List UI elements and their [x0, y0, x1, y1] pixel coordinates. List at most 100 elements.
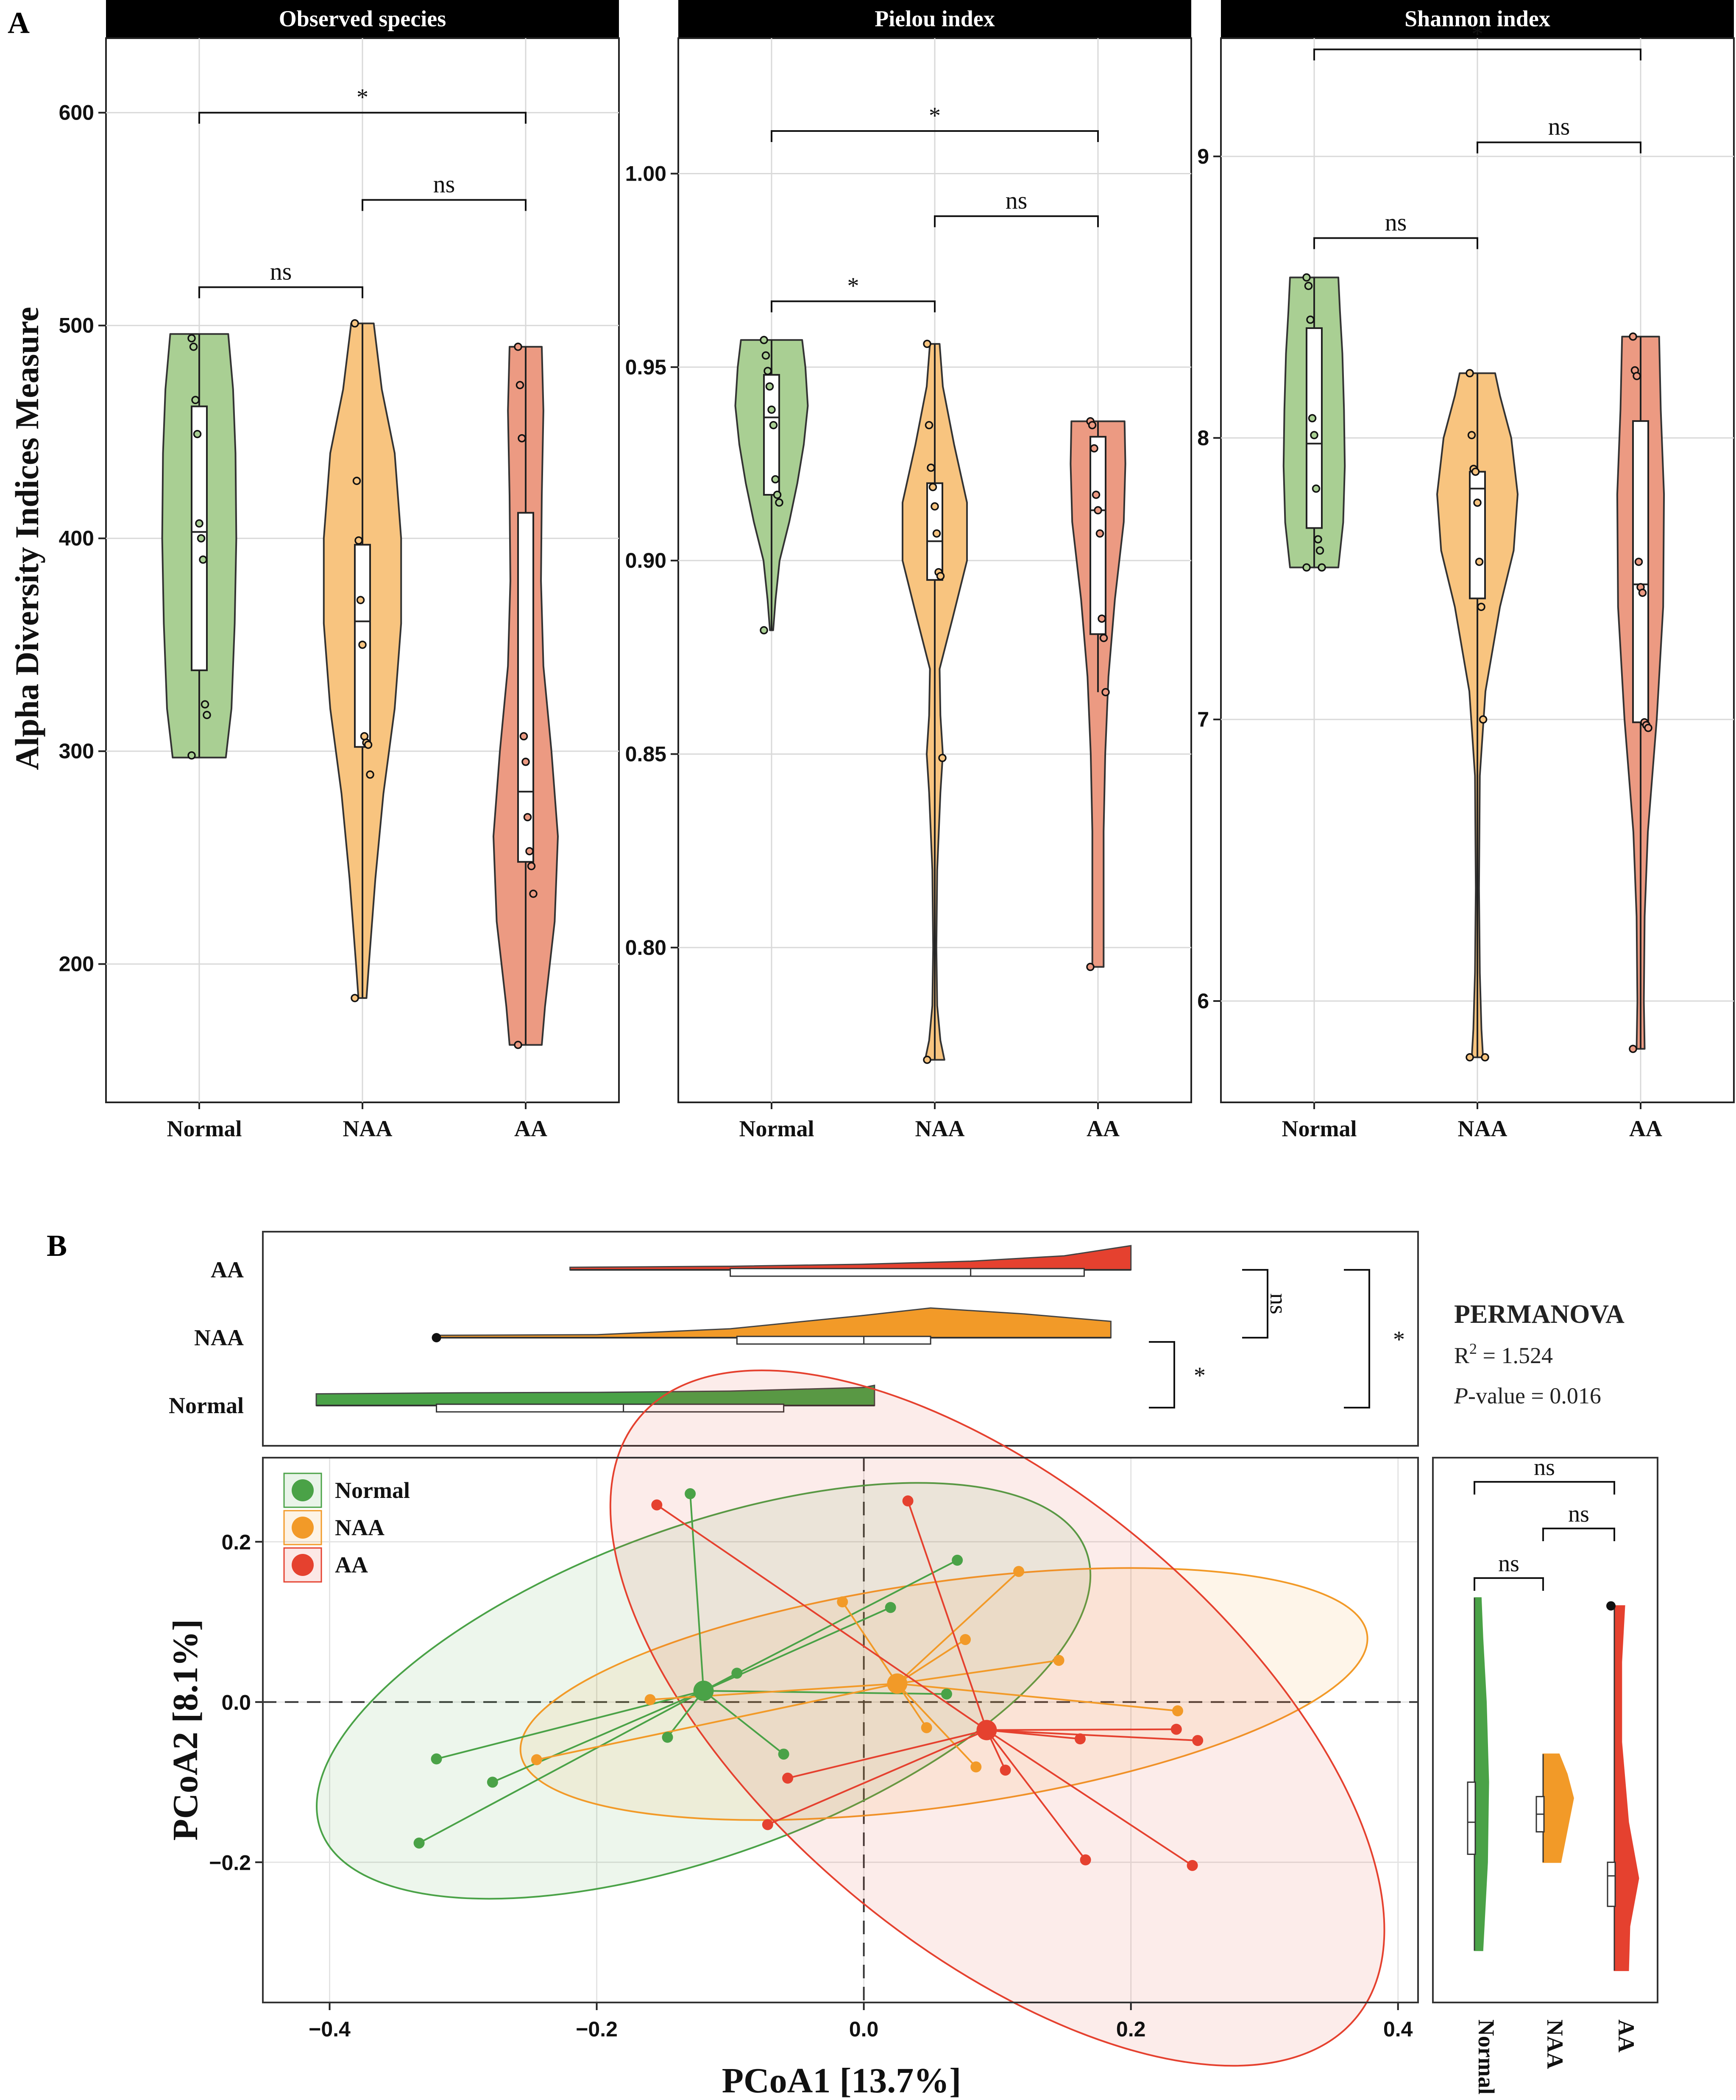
observed-species-point-aa [516, 381, 524, 390]
top-marginal-comparison-bracket [1149, 1341, 1175, 1408]
observed-species-point-naa [354, 536, 363, 545]
pielou-index-violin-aa [1070, 420, 1126, 968]
pielou-index-ytick-label: 0.80 [625, 936, 666, 959]
pielou-index-ytick-label: 0.95 [625, 355, 666, 379]
spider-line-aa [907, 1500, 988, 1731]
pielou-index-comparison-bracket [771, 300, 936, 312]
right-marginal-box-normal [1467, 1781, 1476, 1855]
top-marginal-density-naa [435, 1307, 1112, 1339]
shannon-index-comparison-bracket [1477, 141, 1641, 153]
scatter-plot-frame [262, 1457, 1419, 2003]
observed-species-point-naa [366, 770, 374, 779]
point-aa [1000, 1764, 1011, 1776]
pielou-index-point-normal [764, 367, 772, 375]
shannon-index-point-naa [1473, 498, 1482, 507]
observed-species-comparison-bracket [198, 286, 363, 298]
shannon-index-point-normal [1310, 431, 1318, 440]
spider-line-naa [897, 1659, 1059, 1684]
observed-species-ytick-label: 300 [59, 739, 94, 763]
observed-species-point-normal [191, 396, 200, 404]
centroid-naa [887, 1673, 908, 1694]
shannon-index-point-aa [1629, 1045, 1637, 1053]
legend-label-naa: NAA [335, 1515, 385, 1540]
shannon-index-point-normal [1312, 484, 1321, 493]
point-normal [431, 1753, 442, 1765]
observed-species-point-aa [518, 434, 526, 443]
observed-species-point-normal [193, 429, 202, 438]
right-marginal-label-normal: Normal [1474, 2019, 1499, 2094]
pielou-index-point-aa [1086, 962, 1095, 971]
point-aa [1192, 1735, 1204, 1746]
shannon-index-point-normal [1308, 414, 1317, 423]
observed-species-point-naa [352, 477, 361, 485]
right-marginal-label-naa: NAA [1542, 2019, 1568, 2069]
scatter-xtick-label: 0.4 [1383, 2017, 1413, 2041]
shannon-index-point-naa [1466, 369, 1474, 377]
pielou-index-point-aa [1094, 506, 1102, 515]
shannon-index-point-naa [1471, 467, 1480, 476]
right-marginal-density-naa [1542, 1753, 1574, 1863]
shannon-index-point-naa [1477, 602, 1485, 611]
spider-line-aa [767, 1729, 987, 1826]
spider-line-aa [787, 1729, 987, 1779]
shannon-index-point-normal [1304, 282, 1313, 290]
shannon-index-point-aa [1644, 724, 1652, 732]
observed-species-point-aa [529, 890, 538, 898]
top-marginal-comparison-bracket [1242, 1269, 1268, 1339]
scatter-ytick-label: 0.0 [221, 1690, 251, 1714]
pielou-index-point-naa [936, 572, 945, 580]
permanova-box: PERMANOVA R2 = 1.524 P-value = 0.016 [1454, 1300, 1625, 1408]
observed-species-point-normal [199, 555, 207, 564]
point-aa [782, 1772, 794, 1784]
spider-line-naa [897, 1570, 1020, 1684]
pielou-index-ytick-label: 0.85 [625, 742, 666, 766]
point-naa [837, 1596, 848, 1608]
observed-species-point-aa [519, 732, 528, 741]
permanova-r2-label: R [1454, 1343, 1469, 1368]
scatter-xtick-label: −0.4 [309, 2017, 351, 2041]
pielou-index-point-naa [931, 502, 939, 511]
pielou-index-comparison-bracket [771, 130, 1099, 142]
spider-line-normal [436, 1690, 704, 1760]
facet-pielou-index-strip [678, 0, 1191, 38]
top-marginal-comparison-label: ns [1265, 1293, 1291, 1314]
permanova-p-label: P [1454, 1383, 1468, 1408]
right-marginal-density-aa [1613, 1605, 1639, 1971]
point-aa [902, 1495, 914, 1507]
observed-species-point-normal [197, 534, 206, 543]
scatter-xlabel: PCoA1 [13.7%] [722, 2061, 961, 2100]
pielou-index-xtick-label: AA [1087, 1116, 1120, 1141]
observed-species-point-aa [523, 813, 532, 822]
right-marginal-comparison-bracket [1474, 1577, 1544, 1591]
shannon-index-xtick-label: Normal [1282, 1116, 1357, 1141]
observed-species-comparison-label: ns [433, 170, 455, 198]
point-aa [1187, 1860, 1198, 1871]
scatter-ytick-label: −0.2 [209, 1851, 251, 1874]
pielou-index-point-normal [771, 475, 780, 484]
spider-line-naa [896, 1683, 977, 1768]
point-naa [1172, 1705, 1183, 1717]
legend-marker-aa [292, 1554, 314, 1576]
shannon-index-box-normal [1306, 327, 1323, 529]
observed-species-point-normal [187, 334, 196, 343]
observed-species-point-naa [358, 640, 367, 649]
point-aa [1080, 1854, 1091, 1866]
spider-line-aa [986, 1728, 1176, 1731]
facet-pielou-index-title: Pielou index [875, 6, 995, 31]
pielou-index-ytick-label: 0.90 [625, 549, 666, 572]
scatter-legend: Normal NAA AA [283, 1473, 410, 1583]
shannon-index-box-aa [1632, 420, 1649, 723]
pielou-index-point-normal [769, 421, 778, 429]
observed-species-point-normal [187, 751, 196, 760]
shannon-index-comparison-label: ns [1385, 208, 1407, 236]
observed-species-xtick-label: Normal [167, 1116, 242, 1141]
spider-line-aa [986, 1729, 1193, 1866]
right-marginal-comparison-label: ns [1498, 1551, 1519, 1577]
right-marginal-comparison-bracket [1542, 1528, 1615, 1541]
point-normal [685, 1488, 696, 1500]
point-naa [970, 1761, 982, 1773]
scatter-xtick-label: 0.2 [1116, 2017, 1146, 2041]
observed-species-point-aa [525, 847, 534, 856]
point-normal [413, 1837, 425, 1849]
